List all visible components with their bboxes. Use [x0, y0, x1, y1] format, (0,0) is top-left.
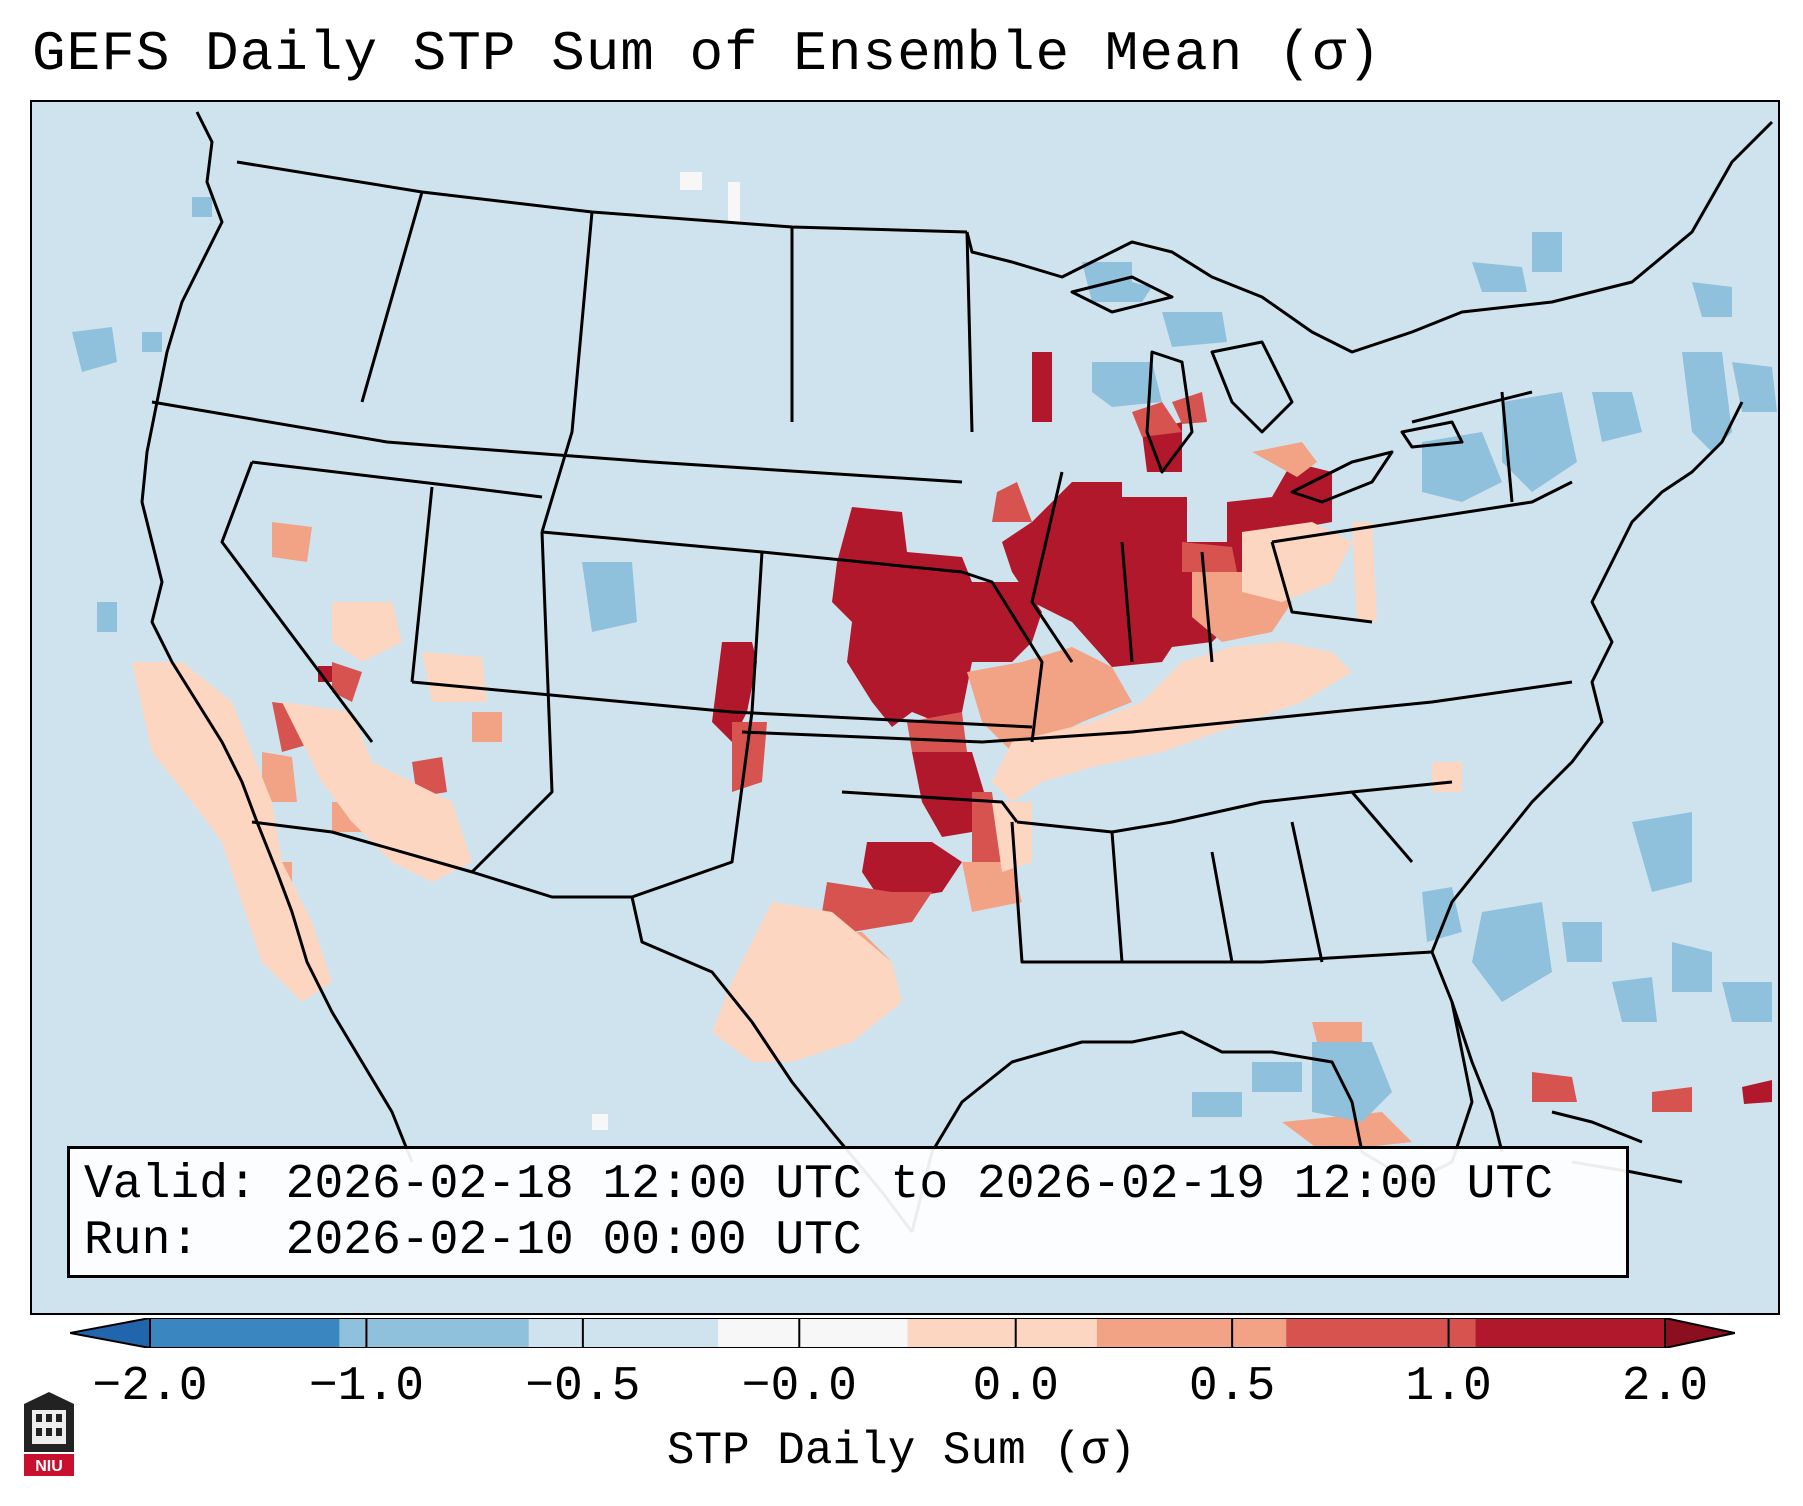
stp-mid-high: [272, 392, 1692, 1112]
colorbar: [70, 1318, 1735, 1348]
valid-label: Valid:: [84, 1158, 257, 1212]
colorbar-tick-label: −0.0: [741, 1360, 857, 1414]
colorbar-over-arrow: [1664, 1318, 1735, 1348]
map-panel: [30, 100, 1780, 1315]
colorbar-tick-label: 0.5: [1188, 1360, 1276, 1414]
map-svg: [72, 111, 1777, 1233]
chart-title: GEFS Daily STP Sum of Ensemble Mean (σ): [32, 22, 1382, 86]
colorbar-segment: [718, 1318, 908, 1348]
colorbar-segment: [1286, 1318, 1477, 1348]
stp-negative-cells: [72, 197, 1777, 1122]
colorbar-tick-label: −0.5: [525, 1360, 641, 1414]
stp-core-high: [318, 352, 1772, 1104]
colorbar-tick-label: −1.0: [308, 1360, 425, 1414]
colorbar-tick-label: −2.0: [92, 1360, 208, 1414]
valid-run-info-box: Valid: 2026-02-18 12:00 UTC to 2026-02-1…: [67, 1146, 1629, 1278]
niu-logo: NIU: [24, 1392, 74, 1476]
colorbar-tick-label: 0.0: [972, 1360, 1059, 1414]
stp-field: [72, 172, 1777, 1152]
colorbar-label: STP Daily Sum (σ): [666, 1425, 1137, 1477]
colorbar-segment: [1096, 1318, 1287, 1348]
stp-near-zero-positive: [132, 522, 1462, 1062]
stp-zero-cells: [592, 172, 740, 1130]
colorbar-tick-label: 2.0: [1621, 1360, 1709, 1414]
boundaries: [140, 111, 1774, 1233]
colorbar-segment: [339, 1318, 530, 1348]
colorbar-segment: [907, 1318, 1098, 1348]
valid-value: 2026-02-18 12:00 UTC to 2026-02-19 12:00…: [285, 1158, 1554, 1212]
colorbar-tick-label: 1.0: [1405, 1360, 1492, 1414]
colorbar-segment: [1475, 1318, 1666, 1348]
run-label: Run:: [84, 1214, 200, 1268]
colorbar-segment: [150, 1318, 340, 1348]
colorbar-segment: [528, 1318, 719, 1348]
colorbar-under-arrow: [70, 1318, 151, 1348]
run-value: 2026-02-10 00:00 UTC: [285, 1214, 862, 1268]
logo-text: NIU: [35, 1458, 63, 1475]
